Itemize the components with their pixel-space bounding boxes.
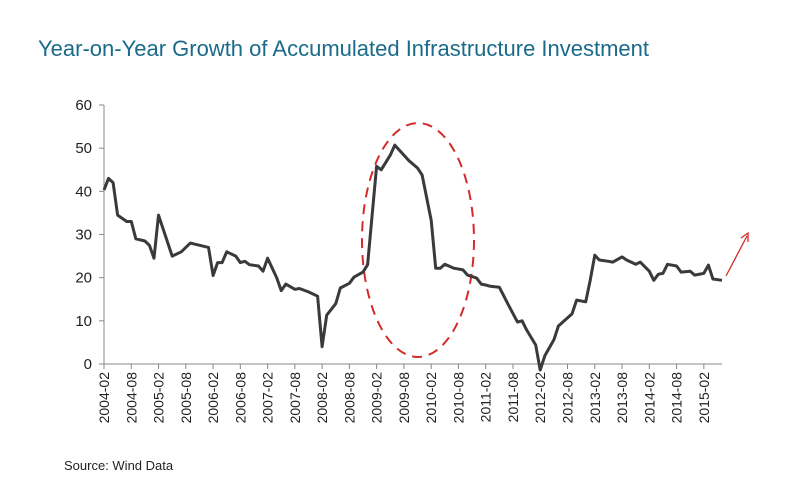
x-tick-label: 2013-08: [614, 372, 630, 424]
x-tick-label: 2013-02: [587, 372, 603, 424]
x-tick-label: 2009-02: [369, 372, 385, 424]
y-tick-label: 20: [75, 270, 92, 287]
y-tick-label: 0: [84, 356, 92, 373]
x-tick-label: 2010-02: [423, 372, 439, 424]
highlight-ellipse: [361, 122, 475, 358]
x-tick-label: 2014-02: [641, 372, 657, 424]
x-tick-label: 2011-08: [505, 372, 521, 423]
x-tick-label: 2012-02: [532, 372, 548, 424]
chart-title: Year-on-Year Growth of Accumulated Infra…: [38, 36, 649, 61]
x-tick-label: 2008-02: [314, 372, 330, 424]
x-tick-label: 2007-02: [260, 372, 276, 424]
x-tick-label: 2005-08: [178, 372, 194, 424]
x-tick-label: 2009-08: [396, 372, 412, 424]
data-line: [102, 143, 723, 372]
x-tick-label: 2014-08: [669, 372, 685, 424]
x-tick-label: 2015-02: [696, 372, 712, 424]
x-tick-label: 2005-02: [151, 372, 167, 424]
y-tick-label: 10: [75, 313, 92, 330]
x-tick-label: 2011-02: [478, 372, 494, 423]
trend-arrow-head: [740, 231, 749, 242]
x-tick-label: 2004-02: [96, 372, 112, 424]
x-tick-label: 2004-08: [123, 372, 139, 424]
x-tick-label: 2010-08: [450, 372, 466, 424]
x-tick-label: 2008-08: [341, 372, 357, 424]
source-note: Source: Wind Data: [64, 458, 174, 473]
y-tick-label: 40: [75, 183, 92, 200]
x-tick-label: 2007-08: [287, 372, 303, 424]
x-tick-label: 2006-02: [205, 372, 221, 424]
y-tick-label: 50: [75, 140, 92, 157]
x-tick-label: 2006-08: [232, 372, 248, 424]
y-tick-label: 60: [75, 97, 92, 114]
y-tick-label: 30: [75, 227, 92, 244]
x-tick-label: 2012-08: [560, 372, 576, 424]
trend-arrow: [725, 235, 748, 277]
